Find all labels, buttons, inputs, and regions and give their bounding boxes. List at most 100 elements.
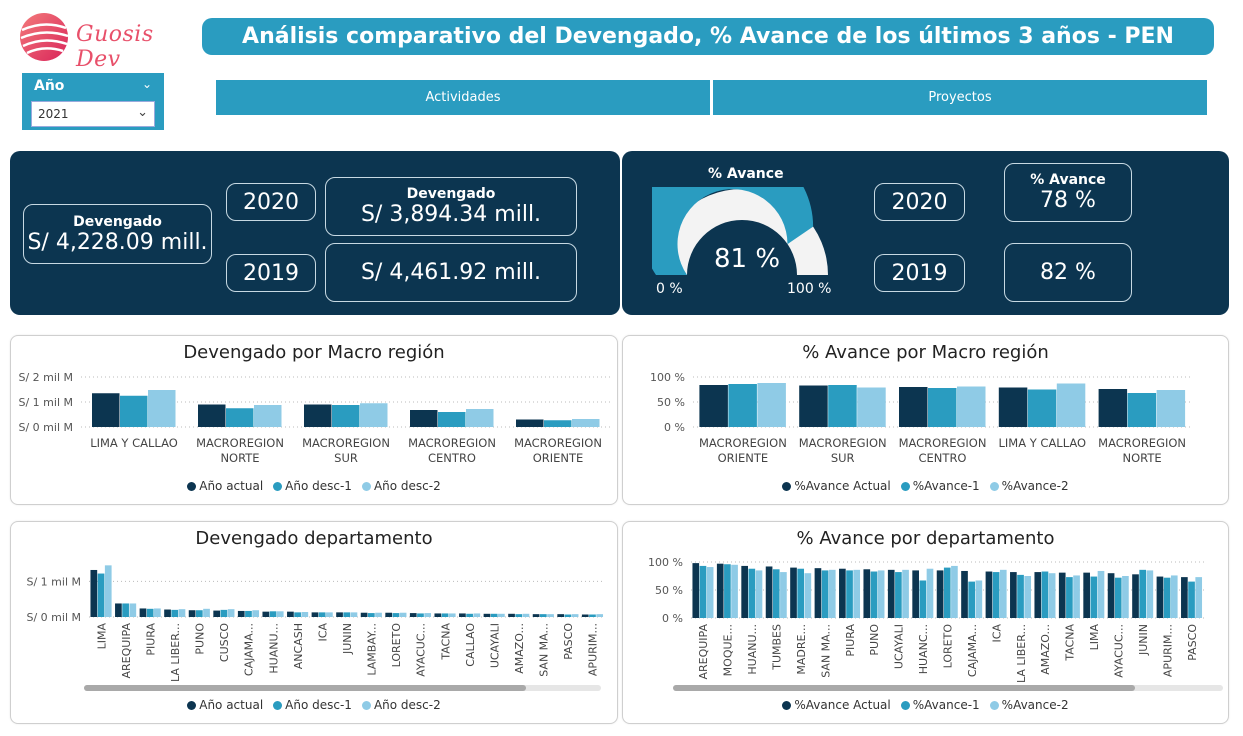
bar[interactable] bbox=[814, 568, 822, 618]
bar[interactable] bbox=[148, 390, 176, 427]
bar[interactable] bbox=[473, 613, 481, 617]
bar[interactable] bbox=[367, 613, 375, 617]
bar[interactable] bbox=[1122, 576, 1129, 618]
bar[interactable] bbox=[254, 405, 282, 427]
bar[interactable] bbox=[797, 568, 805, 618]
bar[interactable] bbox=[220, 609, 228, 617]
bar[interactable] bbox=[1017, 574, 1024, 618]
bar[interactable] bbox=[1139, 569, 1147, 618]
bar[interactable] bbox=[1156, 576, 1164, 618]
actividades-button[interactable]: Actividades bbox=[216, 80, 710, 115]
bar[interactable] bbox=[1073, 575, 1080, 618]
scrollbar-thumb[interactable] bbox=[84, 685, 527, 691]
bar[interactable] bbox=[1041, 571, 1049, 618]
legend-item[interactable]: Año desc-1 bbox=[273, 479, 352, 493]
bar[interactable] bbox=[227, 609, 235, 617]
chevron-down-icon[interactable]: ⌄ bbox=[141, 77, 152, 91]
legend-item[interactable]: %Avance-2 bbox=[989, 479, 1069, 493]
bar[interactable] bbox=[252, 610, 260, 617]
bar[interactable] bbox=[724, 564, 731, 618]
bar[interactable] bbox=[961, 570, 968, 618]
bar[interactable] bbox=[424, 613, 432, 617]
bar[interactable] bbox=[311, 612, 319, 617]
bar[interactable] bbox=[1163, 577, 1171, 618]
bar[interactable] bbox=[516, 419, 544, 428]
bar[interactable] bbox=[992, 572, 1000, 618]
bar[interactable] bbox=[1170, 575, 1178, 618]
bar[interactable] bbox=[975, 580, 983, 618]
bar[interactable] bbox=[237, 610, 245, 617]
bar[interactable] bbox=[198, 404, 226, 428]
bar[interactable] bbox=[392, 613, 400, 617]
bar[interactable] bbox=[97, 573, 105, 617]
bar[interactable] bbox=[741, 565, 748, 618]
bar[interactable] bbox=[92, 393, 120, 427]
bar[interactable] bbox=[515, 614, 523, 617]
bar[interactable] bbox=[171, 609, 179, 617]
bar[interactable] bbox=[544, 420, 572, 427]
bar[interactable] bbox=[375, 612, 382, 617]
bar[interactable] bbox=[417, 613, 424, 617]
legend-item[interactable]: Año actual bbox=[187, 698, 263, 712]
bar[interactable] bbox=[1098, 389, 1128, 427]
bar[interactable] bbox=[902, 569, 909, 618]
year-dropdown[interactable]: 2021 ⌄ bbox=[31, 101, 155, 127]
bar[interactable] bbox=[304, 404, 332, 428]
bar[interactable] bbox=[895, 572, 902, 618]
bar[interactable] bbox=[839, 568, 846, 618]
bar[interactable] bbox=[122, 603, 129, 617]
bar[interactable] bbox=[438, 412, 466, 427]
bar[interactable] bbox=[596, 614, 604, 617]
bar[interactable] bbox=[557, 614, 565, 617]
bar[interactable] bbox=[581, 614, 589, 617]
bar[interactable] bbox=[466, 409, 494, 427]
bar[interactable] bbox=[1048, 573, 1056, 618]
bar[interactable] bbox=[912, 570, 919, 618]
bar[interactable] bbox=[1090, 576, 1098, 618]
bar[interactable] bbox=[129, 603, 137, 617]
bar[interactable] bbox=[799, 385, 828, 428]
bar[interactable] bbox=[350, 612, 358, 617]
scrollbar-thumb[interactable] bbox=[673, 685, 1135, 691]
bar[interactable] bbox=[790, 567, 797, 618]
bar[interactable] bbox=[998, 387, 1028, 428]
bar[interactable] bbox=[178, 609, 186, 617]
bar[interactable] bbox=[571, 614, 579, 617]
bar[interactable] bbox=[780, 572, 787, 618]
bar[interactable] bbox=[301, 612, 309, 617]
bar[interactable] bbox=[409, 613, 417, 617]
bar[interactable] bbox=[1107, 573, 1115, 618]
bar[interactable] bbox=[804, 573, 812, 618]
bar[interactable] bbox=[828, 569, 836, 618]
legend-item[interactable]: Año desc-2 bbox=[361, 479, 441, 493]
bar[interactable] bbox=[547, 614, 554, 617]
bar[interactable] bbox=[706, 567, 714, 618]
bar[interactable] bbox=[828, 385, 857, 427]
bar[interactable] bbox=[699, 565, 707, 618]
bar[interactable] bbox=[936, 570, 944, 618]
bar[interactable] bbox=[434, 613, 442, 617]
bar[interactable] bbox=[846, 570, 853, 618]
bar[interactable] bbox=[1010, 572, 1017, 618]
legend-item[interactable]: Año desc-2 bbox=[361, 698, 441, 712]
bar[interactable] bbox=[765, 566, 773, 618]
bar[interactable] bbox=[498, 613, 505, 617]
bar[interactable] bbox=[146, 608, 154, 617]
bar[interactable] bbox=[919, 580, 927, 618]
bar[interactable] bbox=[195, 610, 203, 617]
bar[interactable] bbox=[951, 565, 958, 618]
bar[interactable] bbox=[943, 567, 951, 618]
bar[interactable] bbox=[821, 570, 829, 618]
bar[interactable] bbox=[539, 614, 547, 617]
bar[interactable] bbox=[1097, 570, 1105, 618]
bar[interactable] bbox=[853, 569, 861, 618]
bar[interactable] bbox=[213, 610, 221, 617]
bar[interactable] bbox=[410, 410, 438, 427]
bar[interactable] bbox=[1034, 572, 1042, 618]
bar[interactable] bbox=[928, 388, 957, 427]
bar[interactable] bbox=[139, 608, 147, 617]
bar[interactable] bbox=[326, 612, 333, 617]
bar[interactable] bbox=[1146, 570, 1154, 618]
bar[interactable] bbox=[692, 563, 700, 618]
bar[interactable] bbox=[772, 569, 780, 618]
